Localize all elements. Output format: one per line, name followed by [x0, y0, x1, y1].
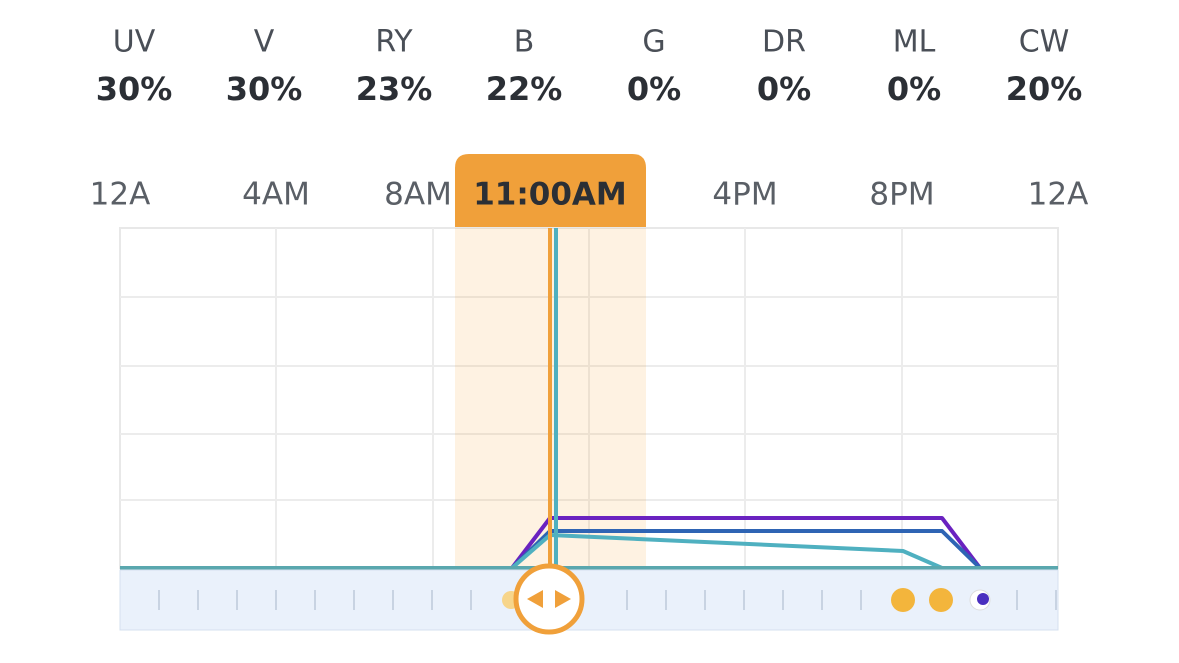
moon-icon: [977, 593, 989, 605]
current-time-badge: [455, 154, 646, 228]
channel-summary: UV 30% V 30% RY 23% B 22% G 0% DR 0% ML 0% CW 20%: [96, 25, 1083, 109]
scrub-handle[interactable]: [513, 563, 585, 635]
channel-name: G: [642, 25, 665, 60]
channel-value: 30%: [96, 70, 173, 108]
channel-name: ML: [893, 25, 936, 60]
channel-value: 0%: [887, 70, 941, 108]
channel-name: DR: [762, 25, 806, 60]
channel-name: V: [254, 25, 275, 60]
grid: [120, 228, 1058, 568]
channel-name: RY: [375, 25, 413, 60]
time-axis: 12A 4AM 8AM 4PM 8PM 12A 11:00AM: [90, 154, 1089, 228]
curve-violet: [510, 516, 982, 570]
channel-value: 30%: [226, 70, 303, 108]
timeline-strip[interactable]: [119, 569, 1059, 631]
event-dot[interactable]: [891, 588, 915, 612]
curve-cw: [510, 533, 943, 570]
channel-curves: [120, 516, 1058, 570]
channel-name: B: [514, 25, 535, 60]
channel-name: CW: [1019, 25, 1070, 60]
channel-name: UV: [113, 25, 156, 60]
time-label: 12A: [90, 177, 151, 213]
time-label: 4AM: [242, 177, 310, 213]
time-label: 12A: [1028, 177, 1089, 213]
channel-value: 0%: [627, 70, 681, 108]
time-label: 8PM: [869, 177, 934, 213]
event-dot[interactable]: [929, 588, 953, 612]
current-time: 11:00AM: [473, 177, 627, 213]
channel-value: 0%: [757, 70, 811, 108]
channel-value: 23%: [356, 70, 433, 108]
time-label: 4PM: [712, 177, 777, 213]
channel-value: 22%: [486, 70, 563, 108]
time-label: 8AM: [384, 177, 452, 213]
channel-value: 20%: [1006, 70, 1083, 108]
